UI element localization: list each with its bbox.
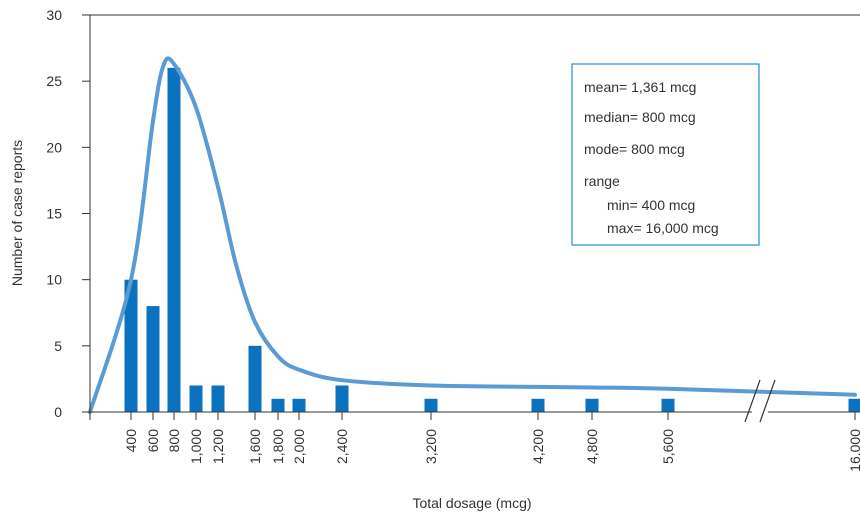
bar-800 (168, 68, 181, 412)
x-tick-label: 4,200 (530, 429, 546, 464)
bar-5600 (662, 399, 675, 412)
bar-1800 (272, 399, 285, 412)
x-tick-label: 600 (145, 429, 161, 453)
x-tick-label: 1,200 (210, 429, 226, 464)
y-tick-label: 25 (46, 73, 62, 89)
x-tick-label: 4,800 (584, 429, 600, 464)
bar-16000 (849, 399, 860, 412)
x-tick-label: 2,000 (291, 429, 307, 464)
x-tick-label: 2,400 (334, 429, 350, 464)
bar-3200 (425, 399, 438, 412)
bar-600 (147, 306, 160, 412)
y-tick-label: 30 (46, 7, 62, 23)
stats-box: mean= 1,361 mcg median= 800 mcg mode= 80… (572, 64, 759, 245)
y-tick-label: 15 (46, 206, 62, 222)
x-tick-label: 16,000 (847, 429, 860, 472)
axis-break-mark (760, 380, 775, 422)
x-tick-label: 5,600 (660, 429, 676, 464)
x-tick-label: 1,800 (270, 429, 286, 464)
stats-min: min= 400 mcg (607, 197, 695, 213)
x-tick-label: 1,600 (247, 429, 263, 464)
y-tick-label: 0 (54, 404, 62, 420)
stats-mode: mode= 800 mcg (584, 141, 685, 157)
stats-range-label: range (584, 173, 620, 189)
bar-2400 (336, 386, 349, 413)
stats-max: max= 16,000 mcg (607, 220, 719, 236)
y-axis-title: Number of case reports (9, 140, 25, 286)
bar-4200 (532, 399, 545, 412)
stats-mean: mean= 1,361 mcg (584, 79, 696, 95)
bar-1000 (190, 386, 203, 413)
y-tick-label: 20 (46, 139, 62, 155)
bar-4800 (586, 399, 599, 412)
stats-median: median= 800 mcg (584, 109, 696, 125)
bar-1600 (249, 346, 262, 412)
x-tick-label: 800 (166, 429, 182, 453)
x-tick-label: 400 (123, 429, 139, 453)
x-tick-label: 3,200 (423, 429, 439, 464)
x-tick-label: 1,000 (188, 429, 204, 464)
y-tick-label: 5 (54, 338, 62, 354)
x-axis-title: Total dosage (mcg) (412, 495, 531, 511)
axis-break-mark (745, 380, 760, 422)
bar-2000 (293, 399, 306, 412)
y-tick-label: 10 (46, 272, 62, 288)
bar-1200 (212, 386, 225, 413)
